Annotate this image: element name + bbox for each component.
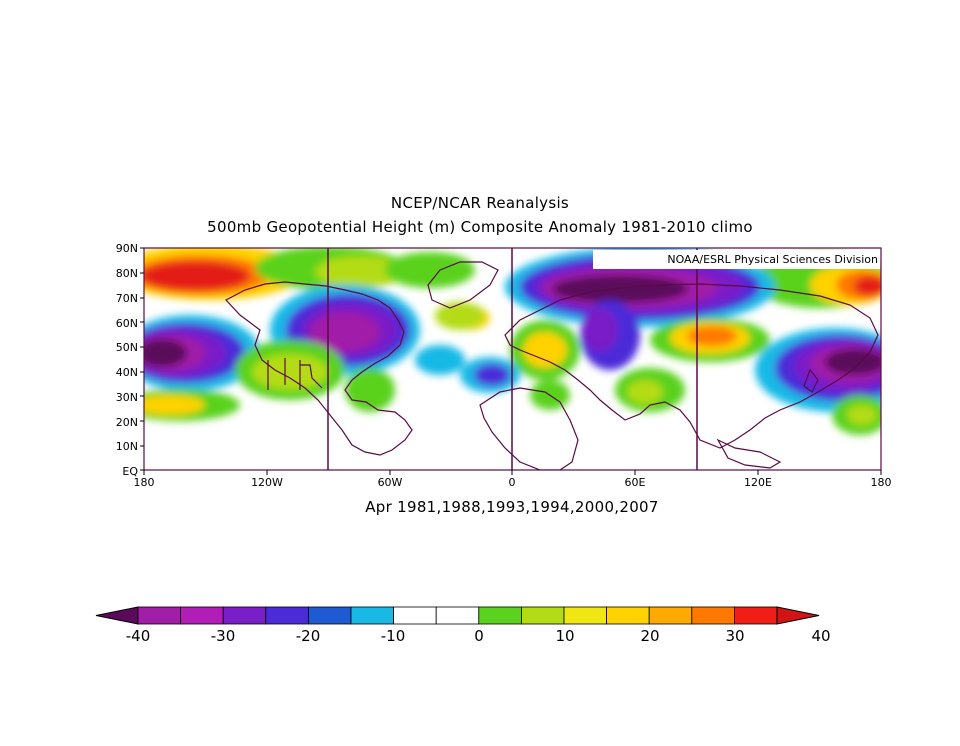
lat-label: EQ — [122, 465, 138, 478]
colorbar-tick-label: 10 — [555, 627, 574, 645]
colorbar — [95, 606, 820, 625]
lon-label: 60E — [625, 476, 646, 489]
lon-axis: 180 120W 60W 0 60E 120E 180 — [134, 470, 892, 489]
colorbar-tick-label: -10 — [381, 627, 406, 645]
lat-label: 30N — [116, 391, 138, 404]
colorbar-swatch — [393, 606, 437, 625]
credit-label: NOAA/ESRL Physical Sciences Division — [667, 253, 878, 266]
lon-label: 0 — [509, 476, 516, 489]
credit-box — [593, 250, 880, 269]
colorbar-swatch — [137, 606, 181, 625]
colorbar-tick-label: 40 — [811, 627, 830, 645]
colorbar-swatch — [350, 606, 394, 625]
lon-label: 180 — [871, 476, 892, 489]
lat-axis: 90N 80N 70N 60N 50N 40N 30N 20N 10N EQ — [116, 242, 144, 478]
colorbar-swatch — [734, 606, 778, 625]
lon-label: 60W — [378, 476, 403, 489]
map-subtitle: 500mb Geopotential Height (m) Composite … — [207, 218, 753, 236]
colorbar-labels: -40 -30 -20 -10 0 10 20 30 40 — [126, 627, 831, 645]
coastlines — [225, 261, 879, 470]
lon-label: 180 — [134, 476, 155, 489]
map-title: NCEP/NCAR Reanalysis — [390, 194, 570, 212]
lon-label: 120E — [744, 476, 772, 489]
lat-label: 90N — [116, 242, 138, 255]
colorbar-end-arrow — [776, 606, 820, 625]
colorbar-tick-label: 0 — [474, 627, 484, 645]
lat-label: 60N — [116, 317, 138, 330]
colorbar-tick-label: -30 — [211, 627, 236, 645]
colorbar-swatch — [606, 606, 650, 625]
colorbar-swatch — [222, 606, 267, 625]
colorbar-tick-label: 30 — [725, 627, 744, 645]
colorbar-swatch — [478, 606, 522, 625]
colorbar-swatch — [691, 606, 735, 625]
lon-label: 120W — [251, 476, 283, 489]
colorbar-swatch — [265, 606, 309, 625]
colorbar-swatch — [563, 606, 607, 625]
colorbar-tick-label: -20 — [296, 627, 321, 645]
colorbar-swatch — [180, 606, 224, 625]
colorbar-tick-label: -40 — [126, 627, 151, 645]
lat-label: 20N — [116, 416, 138, 429]
anomaly-field — [144, 248, 881, 470]
colorbar-end-arrow — [95, 606, 139, 625]
colorbar-swatch — [307, 606, 352, 625]
colorbar-tick-label: 20 — [640, 627, 659, 645]
lat-label: 80N — [116, 267, 138, 280]
colorbar-swatch — [435, 606, 480, 625]
lat-label: 10N — [116, 440, 138, 453]
lat-label: 40N — [116, 366, 138, 379]
colorbar-swatch — [521, 606, 565, 625]
lat-label: 70N — [116, 292, 138, 305]
colorbar-swatch — [648, 606, 693, 625]
composite-years-label: Apr 1981,1988,1993,1994,2000,2007 — [365, 498, 659, 516]
lat-label: 50N — [116, 341, 138, 354]
